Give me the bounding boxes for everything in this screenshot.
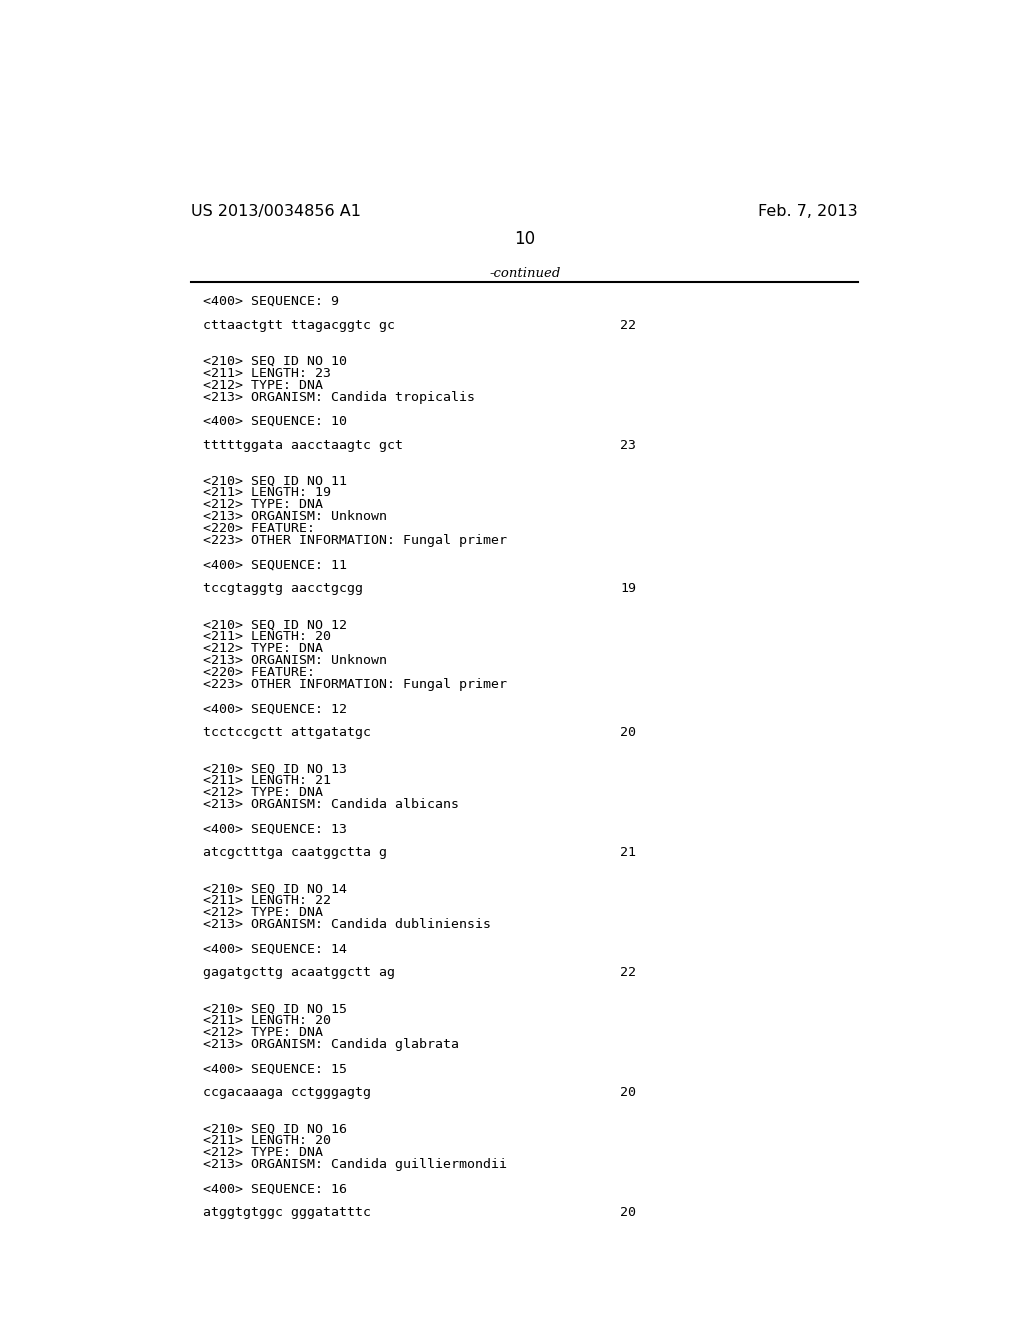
Text: <212> TYPE: DNA: <212> TYPE: DNA (204, 1146, 324, 1159)
Text: tttttggata aacctaagtc gct: tttttggata aacctaagtc gct (204, 438, 403, 451)
Text: <213> ORGANISM: Candida guilliermondii: <213> ORGANISM: Candida guilliermondii (204, 1158, 508, 1171)
Text: 22: 22 (620, 318, 636, 331)
Text: US 2013/0034856 A1: US 2013/0034856 A1 (191, 205, 361, 219)
Text: atcgctttga caatggctta g: atcgctttga caatggctta g (204, 846, 387, 859)
Text: <212> TYPE: DNA: <212> TYPE: DNA (204, 499, 324, 511)
Text: <210> SEQ ID NO 11: <210> SEQ ID NO 11 (204, 474, 347, 487)
Text: -continued: -continued (489, 267, 560, 280)
Text: <211> LENGTH: 23: <211> LENGTH: 23 (204, 367, 332, 380)
Text: <210> SEQ ID NO 13: <210> SEQ ID NO 13 (204, 763, 347, 775)
Text: <213> ORGANISM: Candida dubliniensis: <213> ORGANISM: Candida dubliniensis (204, 919, 492, 932)
Text: 19: 19 (620, 582, 636, 595)
Text: <400> SEQUENCE: 15: <400> SEQUENCE: 15 (204, 1063, 347, 1076)
Text: <210> SEQ ID NO 14: <210> SEQ ID NO 14 (204, 882, 347, 895)
Text: 20: 20 (620, 726, 636, 739)
Text: <400> SEQUENCE: 9: <400> SEQUENCE: 9 (204, 294, 339, 308)
Text: <211> LENGTH: 19: <211> LENGTH: 19 (204, 487, 332, 499)
Text: 20: 20 (620, 1206, 636, 1220)
Text: <400> SEQUENCE: 12: <400> SEQUENCE: 12 (204, 702, 347, 715)
Text: tcctccgctt attgatatgc: tcctccgctt attgatatgc (204, 726, 372, 739)
Text: <400> SEQUENCE: 10: <400> SEQUENCE: 10 (204, 414, 347, 428)
Text: <211> LENGTH: 20: <211> LENGTH: 20 (204, 1014, 332, 1027)
Text: 23: 23 (620, 438, 636, 451)
Text: <223> OTHER INFORMATION: Fungal primer: <223> OTHER INFORMATION: Fungal primer (204, 678, 508, 692)
Text: <220> FEATURE:: <220> FEATURE: (204, 667, 315, 680)
Text: cttaactgtt ttagacggtc gc: cttaactgtt ttagacggtc gc (204, 318, 395, 331)
Text: <213> ORGANISM: Candida tropicalis: <213> ORGANISM: Candida tropicalis (204, 391, 475, 404)
Text: <213> ORGANISM: Unknown: <213> ORGANISM: Unknown (204, 511, 387, 524)
Text: <213> ORGANISM: Candida albicans: <213> ORGANISM: Candida albicans (204, 799, 460, 812)
Text: ccgacaaaga cctgggagtg: ccgacaaaga cctgggagtg (204, 1086, 372, 1100)
Text: gagatgcttg acaatggctt ag: gagatgcttg acaatggctt ag (204, 966, 395, 979)
Text: <213> ORGANISM: Candida glabrata: <213> ORGANISM: Candida glabrata (204, 1039, 460, 1051)
Text: <212> TYPE: DNA: <212> TYPE: DNA (204, 643, 324, 656)
Text: <210> SEQ ID NO 10: <210> SEQ ID NO 10 (204, 355, 347, 367)
Text: 10: 10 (514, 230, 536, 248)
Text: <400> SEQUENCE: 16: <400> SEQUENCE: 16 (204, 1183, 347, 1195)
Text: <400> SEQUENCE: 14: <400> SEQUENCE: 14 (204, 942, 347, 956)
Text: <212> TYPE: DNA: <212> TYPE: DNA (204, 787, 324, 800)
Text: <211> LENGTH: 21: <211> LENGTH: 21 (204, 775, 332, 787)
Text: <223> OTHER INFORMATION: Fungal primer: <223> OTHER INFORMATION: Fungal primer (204, 535, 508, 548)
Text: <210> SEQ ID NO 15: <210> SEQ ID NO 15 (204, 1002, 347, 1015)
Text: <212> TYPE: DNA: <212> TYPE: DNA (204, 907, 324, 919)
Text: <400> SEQUENCE: 11: <400> SEQUENCE: 11 (204, 558, 347, 572)
Text: Feb. 7, 2013: Feb. 7, 2013 (759, 205, 858, 219)
Text: <210> SEQ ID NO 12: <210> SEQ ID NO 12 (204, 619, 347, 631)
Text: 20: 20 (620, 1086, 636, 1100)
Text: 22: 22 (620, 966, 636, 979)
Text: <212> TYPE: DNA: <212> TYPE: DNA (204, 1026, 324, 1039)
Text: <210> SEQ ID NO 16: <210> SEQ ID NO 16 (204, 1122, 347, 1135)
Text: <400> SEQUENCE: 13: <400> SEQUENCE: 13 (204, 822, 347, 836)
Text: <220> FEATURE:: <220> FEATURE: (204, 523, 315, 536)
Text: tccgtaggtg aacctgcgg: tccgtaggtg aacctgcgg (204, 582, 364, 595)
Text: <213> ORGANISM: Unknown: <213> ORGANISM: Unknown (204, 655, 387, 668)
Text: <211> LENGTH: 20: <211> LENGTH: 20 (204, 631, 332, 643)
Text: <211> LENGTH: 20: <211> LENGTH: 20 (204, 1134, 332, 1147)
Text: atggtgtggc gggatatttc: atggtgtggc gggatatttc (204, 1206, 372, 1220)
Text: 21: 21 (620, 846, 636, 859)
Text: <212> TYPE: DNA: <212> TYPE: DNA (204, 379, 324, 392)
Text: <211> LENGTH: 22: <211> LENGTH: 22 (204, 894, 332, 907)
